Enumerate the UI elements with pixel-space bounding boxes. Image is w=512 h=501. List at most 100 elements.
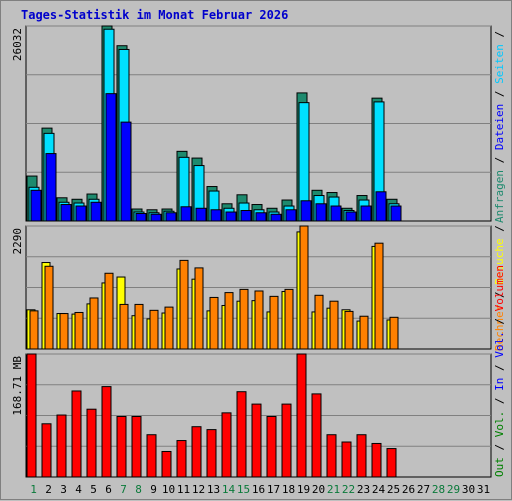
bar-requests-dateien-15	[240, 210, 252, 222]
x-tick-label-7: 7	[120, 483, 127, 496]
x-tick-label-30: 30	[462, 483, 475, 496]
x-tick-label-1: 1	[30, 483, 37, 496]
bar-visits-rechner-1	[29, 310, 39, 350]
legend-entry: Seiten	[493, 44, 506, 84]
legend-entry: /	[493, 150, 506, 170]
legend-entry: Rechner	[493, 304, 506, 351]
legend-entry: Anfragen	[493, 170, 506, 223]
bar-volume-volumen-1	[26, 353, 37, 478]
x-tick-label-3: 3	[60, 483, 67, 496]
x-tick-label-19: 19	[297, 483, 310, 496]
axis-legend-requests: Anfragen / Dateien / Seiten /	[493, 31, 506, 223]
x-tick-label-26: 26	[402, 483, 415, 496]
bar-volume-volumen-25	[386, 448, 397, 478]
legend-entry: /	[493, 391, 506, 411]
y-max-label-visits: 2290	[11, 228, 24, 255]
bar-requests-dateien-6	[105, 93, 117, 222]
bar-visits-rechner-5	[89, 297, 99, 350]
x-tick-label-25: 25	[387, 483, 400, 496]
bar-visits-rechner-21	[329, 300, 339, 350]
bar-volume-volumen-21	[326, 434, 337, 478]
x-tick-label-20: 20	[312, 483, 325, 496]
bar-volume-volumen-20	[311, 393, 322, 478]
bar-requests-dateien-8	[135, 213, 147, 222]
bar-requests-dateien-14	[225, 211, 237, 222]
bar-visits-rechner-22	[344, 310, 354, 350]
bar-visits-rechner-19	[299, 225, 309, 350]
bar-volume-volumen-24	[371, 442, 382, 478]
x-tick-label-14: 14	[222, 483, 236, 496]
bar-visits-rechner-3	[59, 313, 69, 350]
x-tick-label-18: 18	[282, 483, 295, 496]
x-tick-label-9: 9	[150, 483, 157, 496]
bar-volume-volumen-23	[356, 434, 367, 478]
x-tick-label-21: 21	[327, 483, 340, 496]
x-tick-label-2: 2	[45, 483, 52, 496]
bar-volume-volumen-7	[116, 415, 127, 478]
bar-requests-dateien-3	[60, 204, 72, 222]
bar-volume-volumen-12	[191, 426, 202, 478]
bar-visits-rechner-17	[269, 295, 279, 350]
bar-volume-volumen-15	[236, 391, 247, 478]
x-tick-label-22: 22	[342, 483, 355, 496]
bar-visits-rechner-2	[44, 265, 54, 350]
x-tick-label-17: 17	[267, 483, 280, 496]
bar-visits-rechner-4	[74, 311, 84, 350]
bar-requests-dateien-25	[390, 205, 402, 222]
legend-entry: In	[493, 378, 506, 391]
x-tick-label-15: 15	[237, 483, 250, 496]
bar-volume-volumen-22	[341, 441, 352, 478]
bar-volume-volumen-11	[176, 440, 187, 478]
x-tick-label-11: 11	[177, 483, 190, 496]
legend-entry: Volumen	[493, 265, 506, 311]
bar-visits-rechner-23	[359, 315, 369, 350]
bar-volume-volumen-4	[71, 390, 82, 478]
x-tick-label-4: 4	[75, 483, 82, 496]
bar-requests-dateien-1	[30, 189, 42, 222]
y-max-label-volume: 168.71 MB	[11, 356, 24, 416]
bar-visits-rechner-11	[179, 259, 189, 350]
bar-requests-dateien-16	[255, 212, 267, 222]
bar-volume-volumen-17	[266, 415, 277, 478]
legend-entry: /	[493, 84, 506, 104]
legend-entry: /	[493, 311, 506, 331]
bar-requests-dateien-19	[300, 200, 312, 222]
legend-entry: /	[493, 285, 506, 305]
bar-visits-rechner-6	[104, 272, 114, 350]
bar-requests-dateien-24	[375, 191, 387, 222]
bar-visits-rechner-14	[224, 292, 234, 350]
bar-volume-volumen-18	[281, 403, 292, 478]
x-tick-label-10: 10	[162, 483, 175, 496]
axis-legend-volume: Out / Vol. / In / Vol. / Volumen	[493, 265, 506, 477]
bar-volume-volumen-16	[251, 403, 262, 478]
bar-requests-dateien-20	[315, 203, 327, 222]
bar-visits-rechner-18	[284, 288, 294, 350]
bar-requests-dateien-2	[45, 153, 57, 222]
bar-requests-dateien-9	[150, 213, 162, 222]
bar-visits-rechner-20	[314, 294, 324, 350]
x-tick-label-29: 29	[447, 483, 460, 496]
bar-visits-rechner-13	[209, 296, 219, 350]
bar-requests-dateien-17	[270, 213, 282, 222]
bar-requests-dateien-12	[195, 207, 207, 222]
bar-volume-volumen-14	[221, 412, 232, 478]
legend-entry: Besuche	[493, 238, 506, 284]
x-tick-label-12: 12	[192, 483, 205, 496]
x-tick-label-24: 24	[372, 483, 386, 496]
legend-entry: /	[493, 358, 506, 378]
bar-requests-dateien-21	[330, 205, 342, 222]
bar-requests-dateien-18	[285, 209, 297, 222]
x-tick-label-28: 28	[432, 483, 445, 496]
bar-volume-volumen-8	[131, 415, 142, 478]
bar-visits-rechner-10	[164, 306, 174, 350]
y-max-label-requests: 26032	[11, 28, 24, 61]
bar-volume-volumen-3	[56, 414, 67, 478]
legend-entry: Dateien	[493, 104, 506, 150]
x-tick-label-27: 27	[417, 483, 430, 496]
bar-requests-dateien-13	[210, 209, 222, 222]
bar-volume-volumen-5	[86, 408, 97, 478]
bar-visits-rechner-7	[119, 303, 129, 350]
x-tick-label-13: 13	[207, 483, 220, 496]
legend-entry: Out	[493, 457, 506, 477]
